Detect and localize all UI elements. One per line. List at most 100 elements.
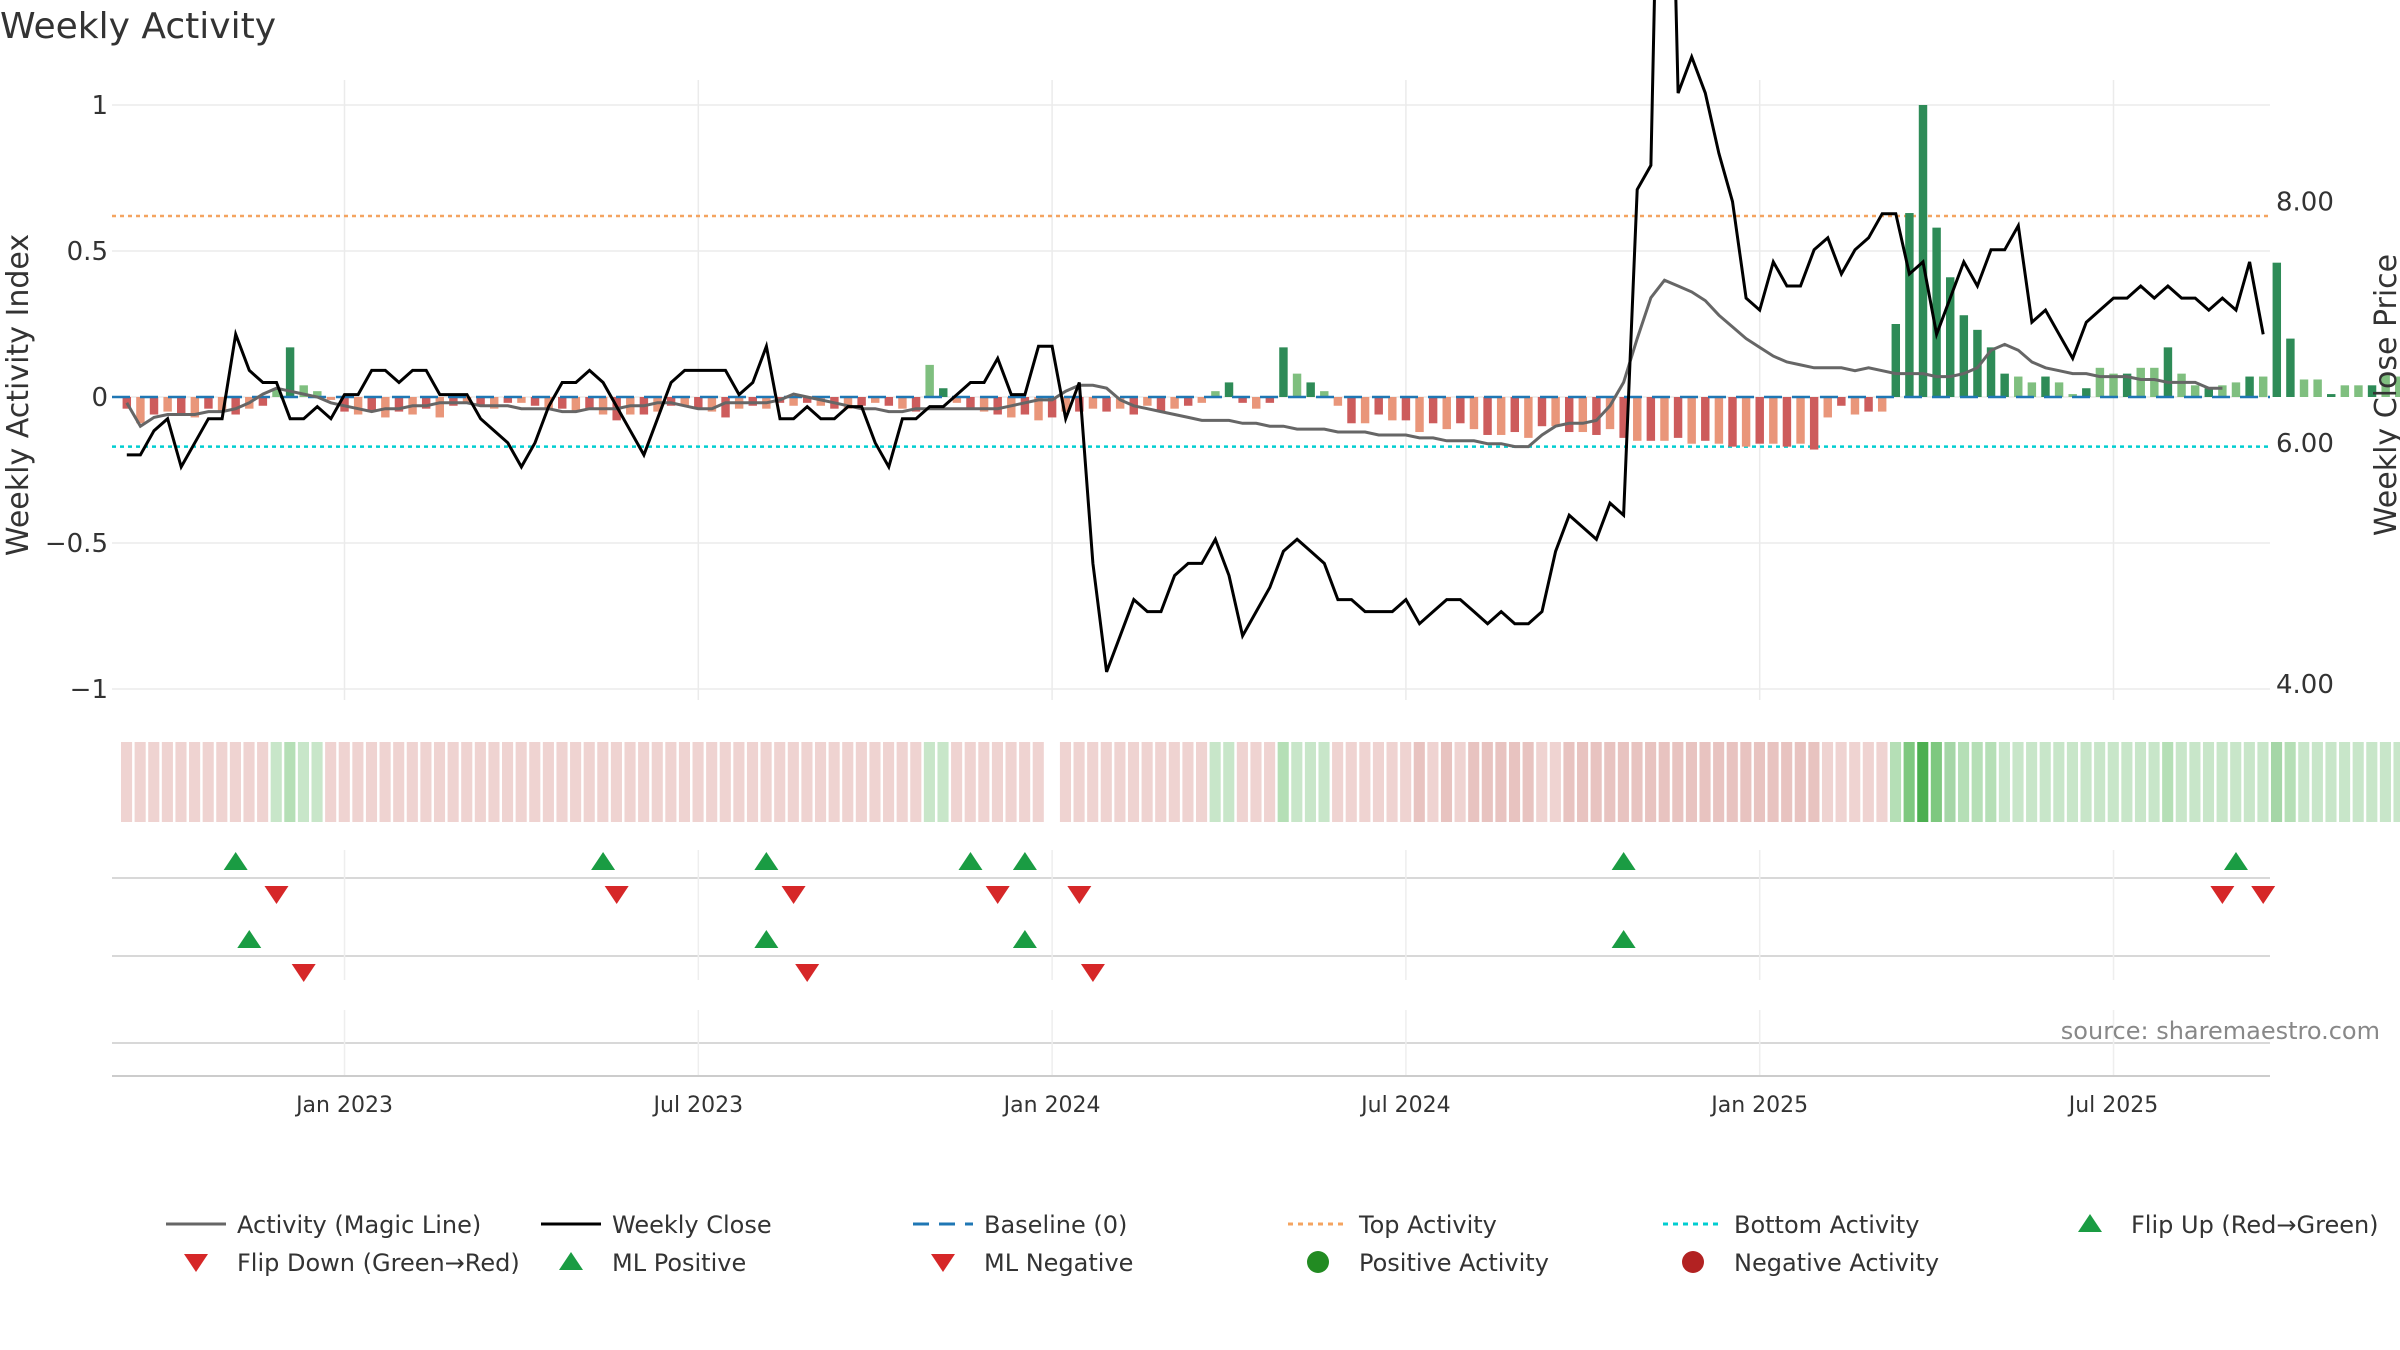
activity-bar	[1170, 397, 1179, 409]
heat-cell	[1849, 742, 1861, 822]
flip-up-marker	[1012, 852, 1037, 870]
flip-down-marker	[2251, 886, 2276, 904]
activity-bar	[258, 397, 268, 406]
activity-bar	[1959, 315, 1969, 397]
activity-bar	[217, 397, 227, 412]
activity-bar	[1374, 397, 1383, 415]
activity-bar	[544, 397, 553, 409]
activity-bar	[1075, 397, 1084, 412]
activity-bar	[313, 391, 322, 397]
heat-cell	[1563, 742, 1575, 822]
heat-cell	[1155, 742, 1167, 822]
heat-cell	[1753, 742, 1766, 822]
activity-bar	[1347, 397, 1356, 424]
ml-negative-marker	[1080, 964, 1105, 982]
activity-bar	[2150, 367, 2159, 397]
activity-bar	[1401, 397, 1411, 421]
heat-cell	[1127, 742, 1140, 822]
heat-cell	[610, 742, 622, 822]
x-axis-ticks: Jan 2023 Jul 2023 Jan 2024 Jul 2024 Jan 2025…	[294, 1093, 2158, 1118]
heat-cell	[556, 742, 568, 822]
heat-cell	[1985, 742, 1997, 822]
heat-cell	[1835, 742, 1847, 822]
flip-down-marker	[1067, 886, 1092, 904]
activity-bar	[979, 397, 989, 412]
activity-bar	[2381, 373, 2390, 397]
heat-cell	[964, 742, 976, 822]
heat-cell	[1100, 742, 1112, 822]
flip-up-marker	[754, 852, 779, 870]
activity-bar	[421, 397, 431, 409]
activity-bar	[2000, 373, 2009, 397]
heat-cell	[284, 742, 296, 822]
ml-positive-marker	[237, 930, 262, 948]
activity-bar	[1102, 397, 1111, 412]
activity-bar	[558, 397, 567, 409]
event-marker-rows	[112, 850, 2270, 1077]
flip-down-marker	[2210, 886, 2235, 904]
heat-cell	[1427, 742, 1439, 822]
heat-cell	[828, 742, 840, 822]
activity-bar	[1197, 397, 1207, 403]
left-tick-label: −0.5	[45, 529, 108, 559]
heat-cell	[2162, 742, 2174, 822]
activity-bar	[1986, 347, 1996, 397]
activity-bar	[2068, 394, 2077, 397]
activity-bar	[571, 397, 581, 412]
activity-bar	[1877, 397, 1887, 412]
activity-bar	[435, 397, 444, 418]
activity-bar	[1809, 397, 1819, 450]
legend-item-ml_positive: ML Positive	[559, 1249, 746, 1277]
heat-cell	[1413, 742, 1425, 822]
activity-bar	[898, 397, 907, 409]
legend-label: Weekly Close	[612, 1211, 772, 1239]
ml-positive-marker	[1611, 930, 1636, 948]
heat-cell	[2379, 742, 2391, 822]
heat-cell	[2012, 742, 2024, 822]
activity-bar	[1088, 397, 1098, 409]
legend-item-negative_activity: Negative Activity	[1682, 1249, 1939, 1277]
heat-cell	[1495, 742, 1507, 822]
x-tick-label: Jan 2023	[294, 1093, 393, 1118]
left-axis-ticks: 1 0.5 0 −0.5 −1	[45, 91, 108, 705]
heat-cell	[1304, 742, 1316, 822]
right-tick-label: 4.00	[2276, 670, 2334, 700]
activity-bar	[1782, 397, 1792, 447]
heat-cell	[1536, 742, 1548, 822]
heat-cell	[719, 742, 731, 822]
heat-cell	[270, 742, 282, 822]
heat-cell	[1549, 742, 1561, 822]
heat-cell	[1372, 742, 1385, 822]
heat-cell	[2339, 742, 2351, 822]
activity-bar	[2327, 394, 2336, 397]
activity-bar	[1891, 324, 1901, 397]
right-axis-ticks: 14.0012.0010.008.006.004.00	[2276, 188, 2334, 700]
heat-cell	[1481, 742, 1493, 822]
legend-item-weekly_close: Weekly Close	[541, 1211, 772, 1239]
activity-heat-strip	[121, 742, 2400, 822]
activity-bar	[272, 388, 281, 397]
heat-cell	[746, 742, 759, 822]
activity-bar	[1020, 397, 1030, 415]
heat-cell	[1862, 742, 1874, 822]
heat-cell	[202, 742, 214, 822]
source-credit: source: sharemaestro.com	[2061, 1017, 2380, 1045]
heat-cell	[2094, 742, 2106, 822]
heat-cell	[978, 742, 990, 822]
heat-cell	[1087, 742, 1099, 822]
activity-bar	[1701, 397, 1710, 441]
activity-bar	[2041, 376, 2050, 397]
heat-cell	[624, 742, 636, 822]
heat-cell	[161, 742, 173, 822]
heat-cell	[1332, 742, 1344, 822]
activity-bar	[2109, 373, 2118, 397]
activity-bar	[1633, 397, 1642, 441]
flip-up-marker	[1611, 852, 1636, 870]
activity-bar	[1510, 397, 1519, 433]
heat-cell	[1685, 742, 1697, 822]
heat-cell	[2066, 742, 2078, 822]
heat-cell	[814, 742, 827, 822]
activity-bar	[1673, 397, 1683, 438]
heat-cell	[311, 742, 323, 822]
heat-cell	[1971, 742, 1983, 822]
